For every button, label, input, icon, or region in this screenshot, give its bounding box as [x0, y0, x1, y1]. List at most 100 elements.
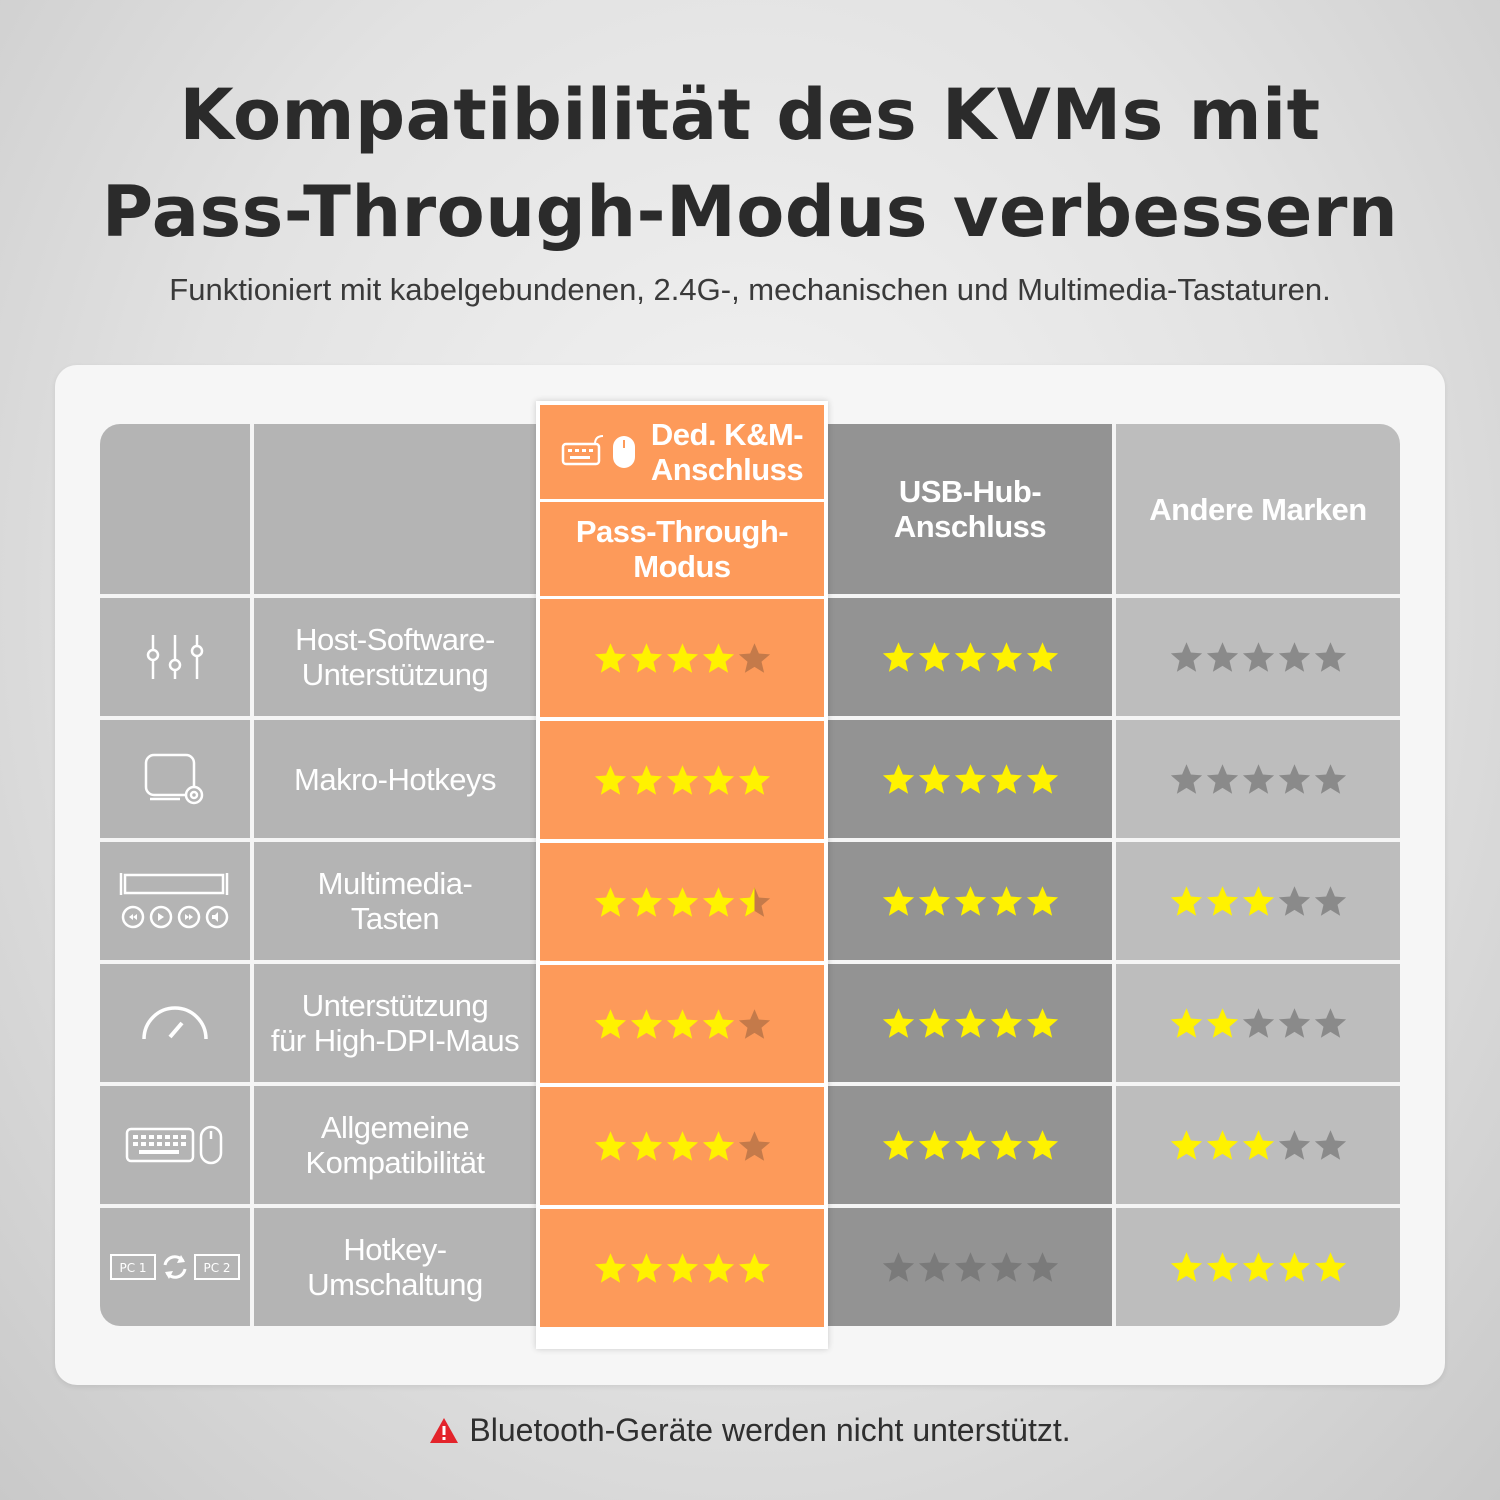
- star-filled-icon: [882, 1129, 914, 1160]
- row-usb-hub-rating: [828, 1208, 1112, 1326]
- row-pass-through-rating: [540, 843, 824, 961]
- star-empty-icon: [1206, 641, 1238, 672]
- row-other-brands-rating: [1116, 598, 1400, 716]
- warning-icon: [429, 1417, 459, 1444]
- star-rating-usb-hub: [881, 640, 1060, 675]
- footer-note: Bluetooth-Geräte werden nicht unterstütz…: [0, 1412, 1500, 1449]
- speedometer-icon: [140, 1003, 210, 1043]
- star-rating-usb-hub: [881, 884, 1060, 919]
- star-rating-pass-through: [593, 885, 772, 920]
- star-rating-other-brands: [1169, 1128, 1348, 1163]
- star-rating-pass-through: [593, 1129, 772, 1164]
- star-filled-icon: [954, 1129, 986, 1160]
- row-icon-cell: [100, 964, 250, 1082]
- star-filled-icon: [1242, 1251, 1274, 1282]
- star-filled-icon: [666, 642, 698, 673]
- star-filled-icon: [1242, 1129, 1274, 1160]
- star-filled-icon: [1278, 1251, 1310, 1282]
- header-label-cell: [254, 424, 536, 594]
- row-pass-through-rating: [540, 965, 824, 1083]
- star-rating-other-brands: [1169, 762, 1348, 797]
- header-other-brands-label: Andere Marken: [1149, 491, 1367, 527]
- star-filled-icon: [990, 1007, 1022, 1038]
- star-empty-icon: [1278, 641, 1310, 672]
- star-filled-icon: [702, 642, 734, 673]
- row-label: Hotkey- Umschaltung: [307, 1232, 483, 1302]
- star-filled-icon: [630, 642, 662, 673]
- row-icon-cell: PC 1 PC 2: [100, 1208, 250, 1326]
- star-filled-icon: [594, 886, 626, 917]
- star-filled-icon: [918, 1129, 950, 1160]
- star-empty-icon: [738, 642, 770, 673]
- star-filled-icon: [1206, 1007, 1238, 1038]
- footer-text: Bluetooth-Geräte werden nicht unterstütz…: [469, 1412, 1071, 1448]
- star-empty-icon: [1206, 763, 1238, 794]
- star-rating-usb-hub: [881, 762, 1060, 797]
- star-empty-icon: [1026, 1251, 1058, 1282]
- star-empty-icon: [1170, 641, 1202, 672]
- row-pass-through-rating: [540, 599, 824, 717]
- row-usb-hub-rating: [828, 964, 1112, 1082]
- featured-header-top: Ded. K&M- Anschluss: [540, 405, 824, 499]
- row-label-cell: Host-Software- Unterstützung: [254, 598, 536, 716]
- row-icon-cell: [100, 1086, 250, 1204]
- star-filled-icon: [630, 1130, 662, 1161]
- row-label-cell: Makro-Hotkeys: [254, 720, 536, 838]
- keyboard-mouse-small-icon: [561, 432, 641, 472]
- star-empty-icon: [990, 1251, 1022, 1282]
- star-empty-icon: [1170, 763, 1202, 794]
- star-filled-icon: [918, 641, 950, 672]
- star-filled-icon: [1026, 763, 1058, 794]
- media-keys-icon: [119, 871, 231, 931]
- star-filled-icon: [1026, 885, 1058, 916]
- row-label: Makro-Hotkeys: [294, 761, 496, 797]
- row-label-cell: Hotkey- Umschaltung: [254, 1208, 536, 1326]
- star-filled-icon: [666, 886, 698, 917]
- row-label: Multimedia- Tasten: [317, 866, 473, 936]
- star-filled-icon: [1026, 1129, 1058, 1160]
- row-label: Allgemeine Kompatibilität: [305, 1110, 485, 1180]
- featured-header-bottom-label: Pass-Through- Modus: [575, 514, 789, 584]
- star-filled-icon: [1170, 1129, 1202, 1160]
- star-empty-icon: [918, 1251, 950, 1282]
- keyboard-mouse-icon: [125, 1123, 225, 1167]
- star-filled-icon: [1170, 885, 1202, 916]
- page-title-line1: Kompatibilität des KVMs mit: [179, 74, 1321, 156]
- star-filled-icon: [702, 1252, 734, 1283]
- star-rating-usb-hub: [881, 1128, 1060, 1163]
- star-filled-icon: [954, 1007, 986, 1038]
- star-filled-icon: [990, 1129, 1022, 1160]
- star-filled-icon: [1206, 1251, 1238, 1282]
- star-filled-icon: [990, 763, 1022, 794]
- sliders-icon: [143, 631, 207, 683]
- row-pass-through-rating: [540, 721, 824, 839]
- page-title-line2: Pass-Through-Modus verbessern: [101, 171, 1399, 253]
- row-usb-hub-rating: [828, 720, 1112, 838]
- star-filled-icon: [918, 1007, 950, 1038]
- star-filled-icon: [630, 764, 662, 795]
- star-filled-icon: [594, 764, 626, 795]
- star-filled-icon: [954, 763, 986, 794]
- row-pass-through-rating: [540, 1087, 824, 1205]
- header-usb-hub: USB-Hub- Anschluss: [828, 424, 1112, 594]
- page-subtitle: Funktioniert mit kabelgebundenen, 2.4G-,…: [169, 272, 1331, 307]
- star-rating-usb-hub: [881, 1250, 1060, 1285]
- star-rating-pass-through: [593, 1007, 772, 1042]
- featured-header-top-label: Ded. K&M- Anschluss: [650, 417, 804, 487]
- row-other-brands-rating: [1116, 842, 1400, 960]
- star-empty-icon: [738, 1008, 770, 1039]
- star-filled-icon: [1242, 885, 1274, 916]
- header-icon-cell: [100, 424, 250, 594]
- svg-text:PC 2: PC 2: [203, 1261, 230, 1275]
- star-filled-icon: [1170, 1007, 1202, 1038]
- star-empty-icon: [1314, 885, 1346, 916]
- star-empty-icon: [882, 1251, 914, 1282]
- star-rating-usb-hub: [881, 1006, 1060, 1041]
- row-other-brands-rating: [1116, 720, 1400, 838]
- featured-header-bottom: Pass-Through- Modus: [540, 502, 824, 596]
- star-filled-icon: [702, 1008, 734, 1039]
- star-filled-icon: [882, 885, 914, 916]
- star-rating-other-brands: [1169, 1250, 1348, 1285]
- star-filled-icon: [1314, 1251, 1346, 1282]
- star-filled-icon: [630, 886, 662, 917]
